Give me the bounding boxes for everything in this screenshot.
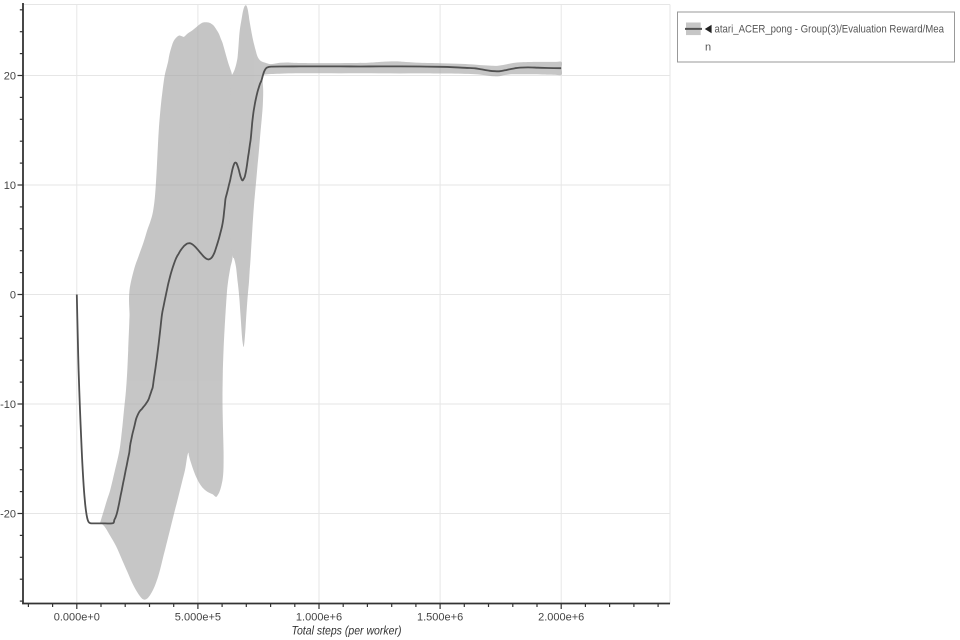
svg-text:1.500e+6: 1.500e+6 [417, 612, 463, 624]
svg-text:0: 0 [10, 289, 16, 301]
svg-text:atari_ACER_pong - Group(3)/Eva: atari_ACER_pong - Group(3)/Evaluation Re… [715, 24, 945, 36]
svg-text:10: 10 [4, 180, 16, 192]
svg-text:-20: -20 [0, 508, 16, 520]
svg-text:2.000e+6: 2.000e+6 [538, 612, 584, 624]
svg-text:5.000e+5: 5.000e+5 [175, 612, 221, 624]
svg-text:0.000e+0: 0.000e+0 [54, 612, 100, 624]
svg-text:1.000e+6: 1.000e+6 [296, 612, 342, 624]
svg-text:-10: -10 [0, 399, 16, 411]
svg-text:n: n [705, 42, 711, 54]
svg-text:Total steps (per worker): Total steps (per worker) [292, 626, 402, 638]
svg-text:20: 20 [4, 70, 16, 82]
